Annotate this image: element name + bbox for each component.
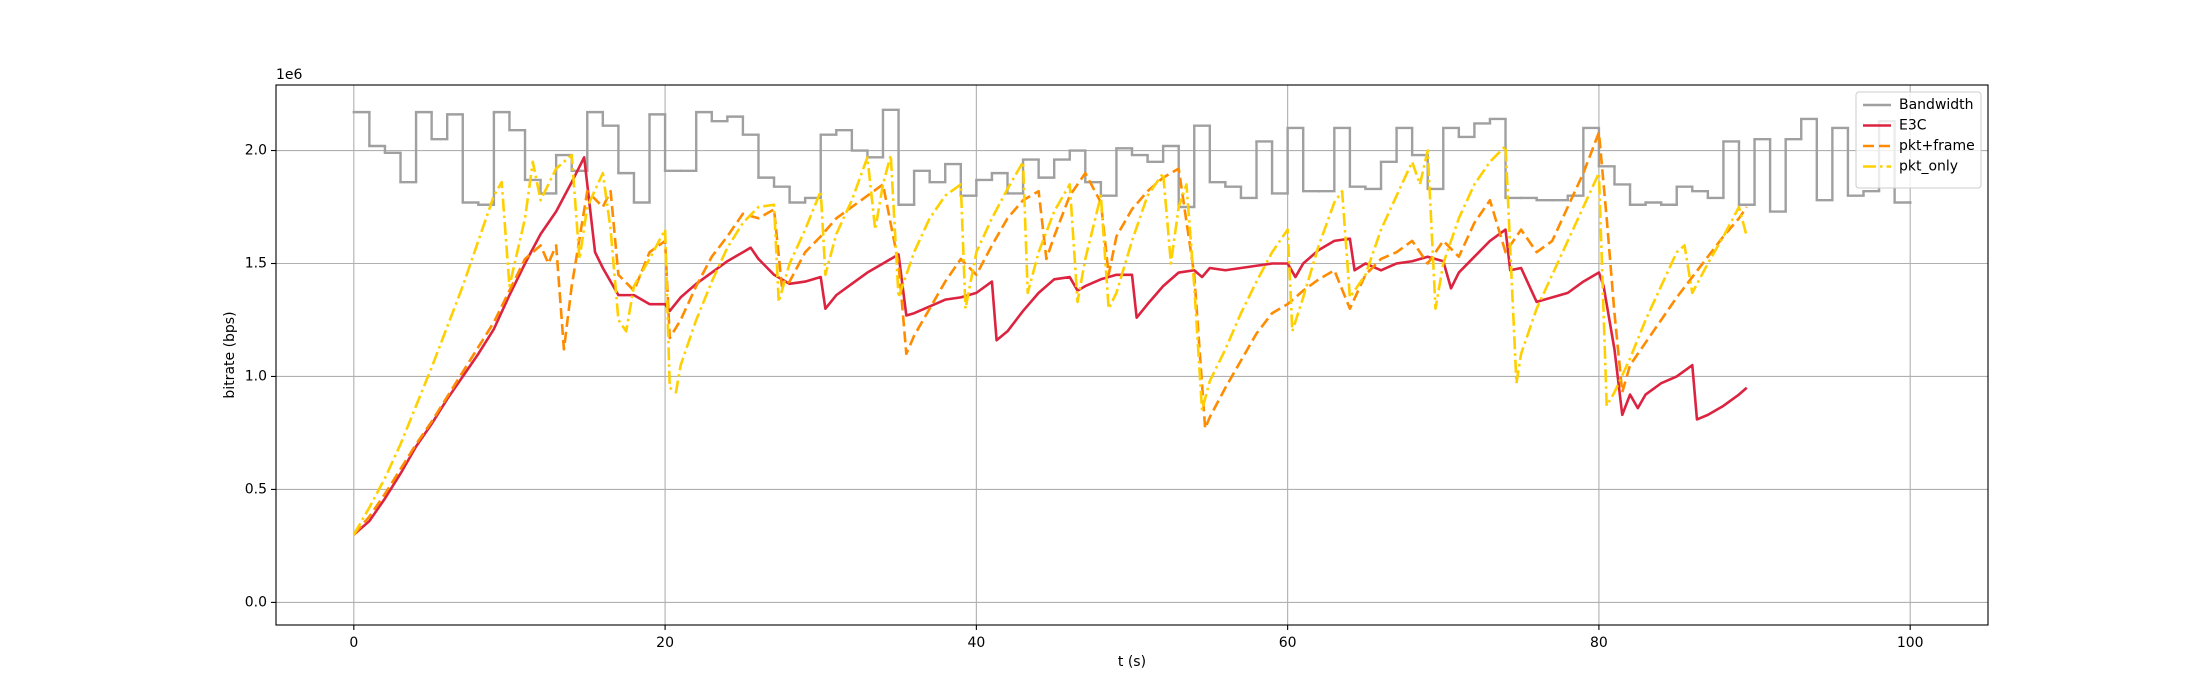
y-tick-label: 1.0: [245, 368, 267, 384]
y-tick-label: 2.0: [245, 143, 267, 159]
legend-label: E3C: [1899, 118, 1927, 134]
legend-label: Bandwidth: [1899, 97, 1974, 113]
legend-label: pkt+frame: [1899, 138, 1975, 154]
x-tick-label: 20: [656, 635, 674, 651]
x-tick-label: 80: [1590, 635, 1608, 651]
axes-frame: [275, 84, 1989, 626]
x-tick-label: 60: [1279, 635, 1297, 651]
data-line: [352, 144, 1749, 536]
data-line: [352, 131, 1748, 536]
x-tick-label: 0: [349, 635, 358, 651]
x-axis-label: t (s): [1118, 654, 1146, 670]
x-tick-label: 100: [1897, 635, 1924, 651]
x-tick-label: 40: [967, 635, 985, 651]
step-line: [352, 108, 1912, 213]
legend-label: pkt_only: [1899, 159, 1958, 175]
y-tick-label: 0.5: [245, 481, 267, 497]
y-tick-label: 1.5: [245, 255, 267, 271]
legend-box: [1855, 91, 1982, 189]
y-axis-label: bitrate (bps): [222, 311, 238, 398]
y-tick-label: 0.0: [245, 594, 267, 610]
y-offset-label: 1e6: [276, 67, 303, 83]
